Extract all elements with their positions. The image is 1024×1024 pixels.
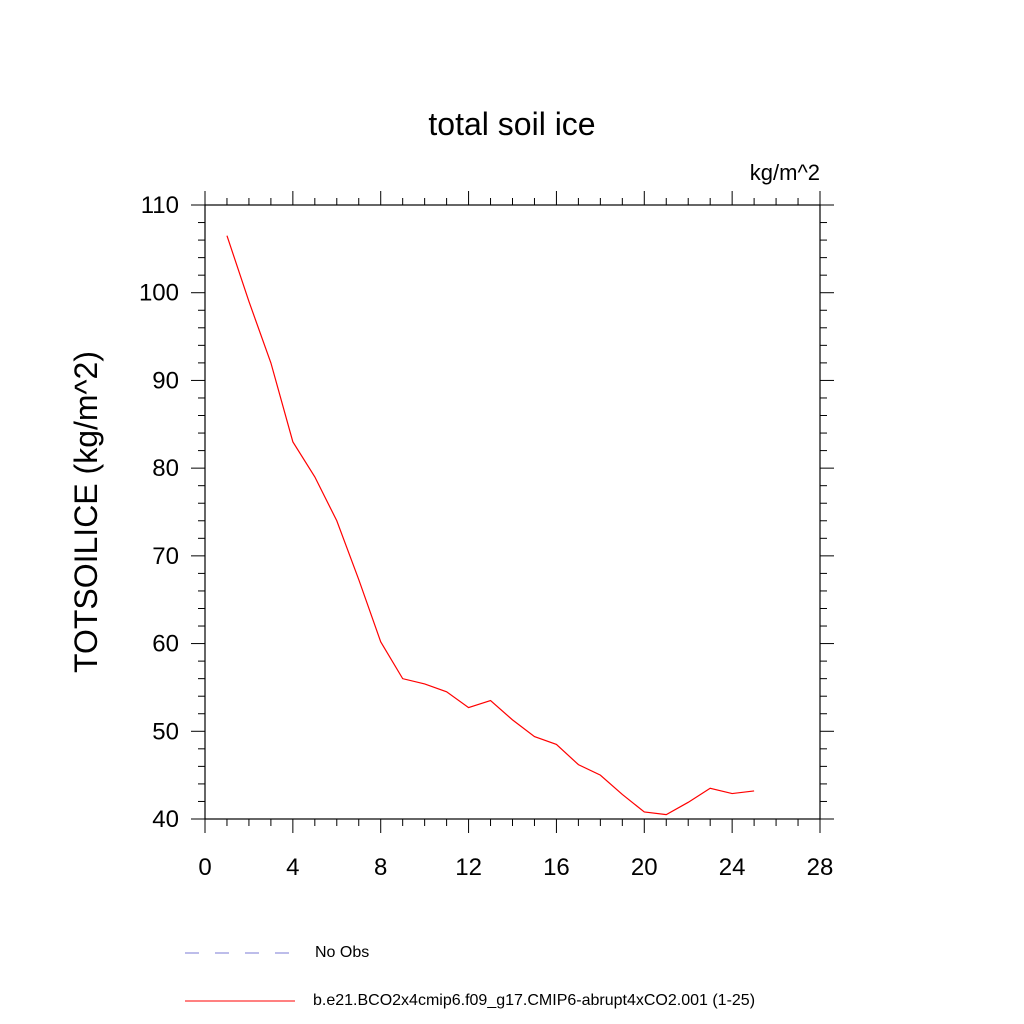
legend-entry-series: b.e21.BCO2x4cmip6.f09_g17.CMIP6-abrupt4x… [185, 991, 755, 1011]
x-tick-label: 4 [286, 854, 299, 881]
x-tick-label: 12 [455, 854, 482, 881]
y-tick-label: 80 [152, 455, 179, 482]
units-label: kg/m^2 [750, 160, 820, 185]
x-tick-label: 0 [198, 854, 211, 881]
y-axis-label: TOTSOILICE (kg/m^2) [68, 351, 104, 673]
x-tick-label: 16 [543, 854, 570, 881]
legend-label-no-obs: No Obs [315, 944, 370, 961]
y-tick-label: 40 [152, 806, 179, 833]
y-tick-label: 90 [152, 367, 179, 394]
x-tick-label: 20 [631, 854, 658, 881]
series-line [226, 235, 755, 816]
legend-label-series: b.e21.BCO2x4cmip6.f09_g17.CMIP6-abrupt4x… [313, 992, 756, 1009]
y-tick-label: 50 [152, 718, 179, 745]
x-tick-label: 24 [719, 854, 746, 881]
legend-dashed-line-icon [185, 952, 293, 954]
y-tick-label: 100 [139, 280, 179, 307]
tick-labels: 0 4 8 12 16 20 24 28 40 50 60 70 80 90 100 110 [139, 192, 833, 881]
chart-title: total soil ice [428, 106, 595, 142]
y-tick-label: 60 [152, 631, 179, 658]
x-tick-label: 28 [807, 854, 834, 881]
y-tick-label: 70 [152, 543, 179, 570]
plot-frame [204, 204, 821, 820]
legend-solid-line-icon [185, 1000, 295, 1002]
y-tick-label: 110 [141, 192, 179, 219]
axis-ticks [191, 191, 834, 833]
x-tick-label: 8 [374, 854, 387, 881]
legend-entry-no-obs: No Obs [185, 943, 369, 963]
